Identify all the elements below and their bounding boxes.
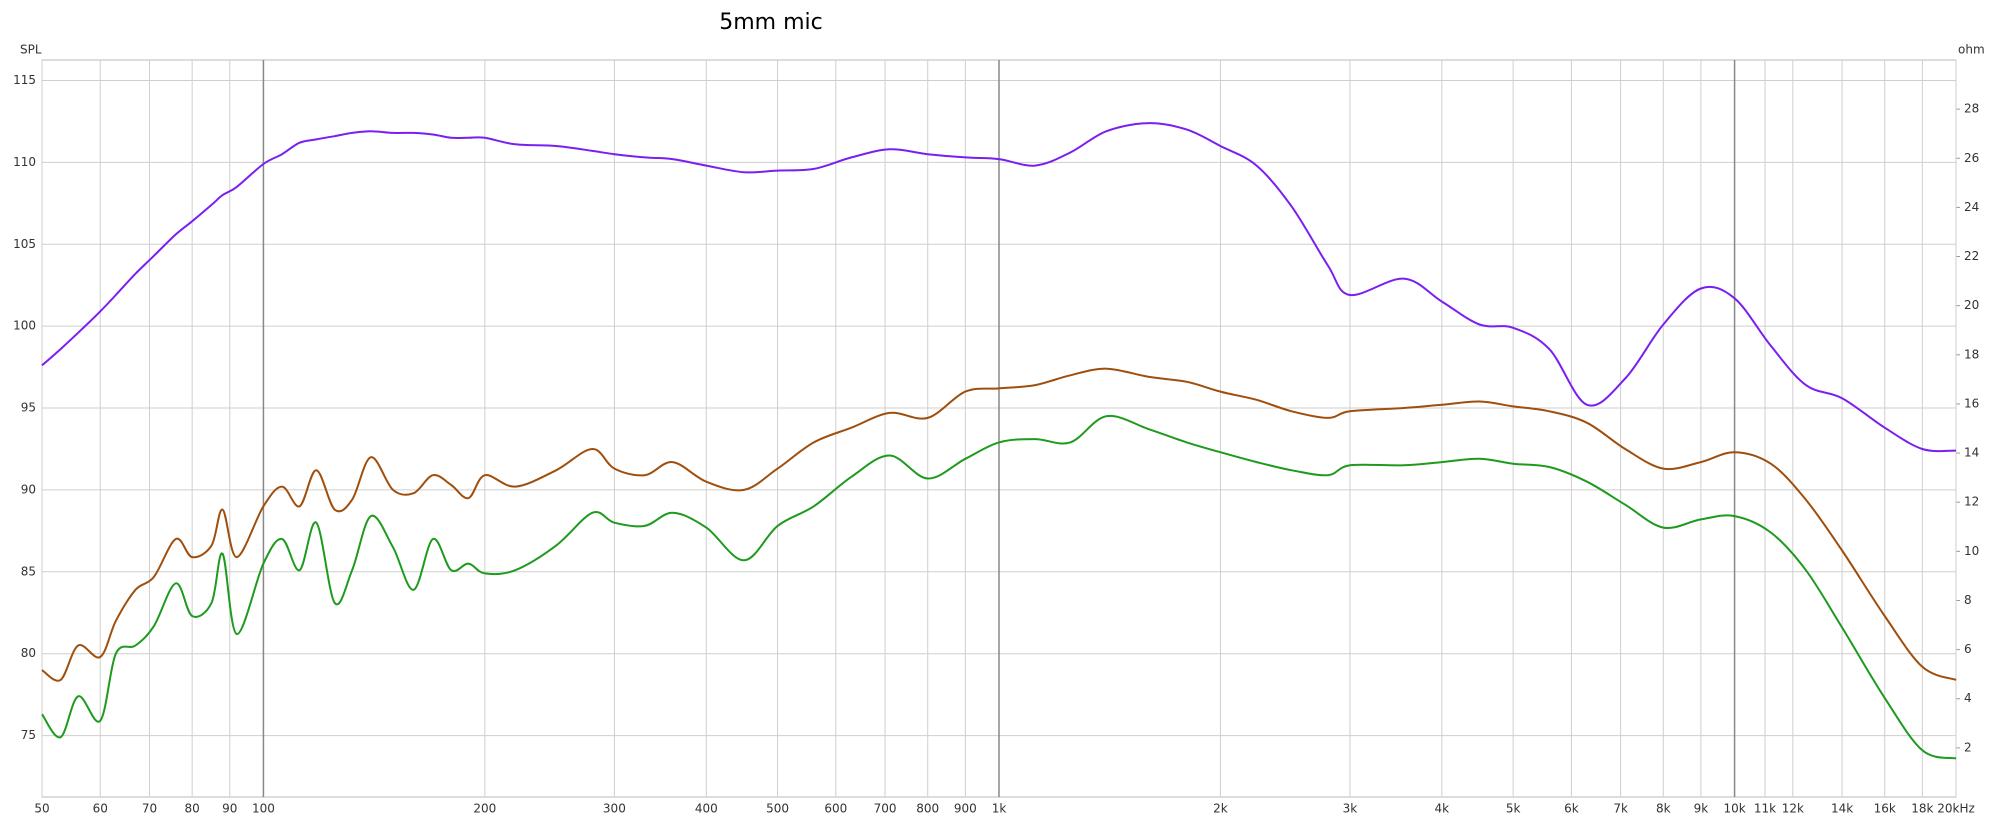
x-tick-label: 800 <box>916 802 939 816</box>
x-tick-label: 200 <box>473 802 496 816</box>
series-line <box>41 367 1957 682</box>
x-tick-label: 300 <box>603 802 626 816</box>
x-tick-label: 9k <box>1694 802 1709 816</box>
x-tick-label: 5k <box>1506 802 1521 816</box>
chart-title: 5mm mic <box>719 10 823 35</box>
x-tick-label: 18k <box>1911 802 1933 816</box>
y2-tick-label: 18 <box>1964 347 1979 361</box>
y2-axis-label: ohm <box>1958 43 1985 57</box>
x-tick-label: 500 <box>766 802 789 816</box>
x-tick-label: 16k <box>1874 802 1896 816</box>
x-tick-label: 20kHz <box>1937 802 1975 816</box>
y2-tick-label: 16 <box>1964 396 1979 410</box>
y2-tick-label: 14 <box>1964 446 1979 460</box>
y2-tick-label: 20 <box>1964 298 1979 312</box>
x-tick-label: 1k <box>992 802 1007 816</box>
y-tick-label: 90 <box>21 482 36 496</box>
x-tick-label: 400 <box>695 802 718 816</box>
y2-tick-label: 28 <box>1964 102 1979 116</box>
y2-tick-label: 10 <box>1964 544 1979 558</box>
y-tick-label: 80 <box>21 646 36 660</box>
x-tick-label: 2k <box>1213 802 1228 816</box>
y-tick-label: 75 <box>21 728 36 742</box>
series-line <box>41 414 1957 760</box>
x-tick-label: 12k <box>1782 802 1804 816</box>
x-tick-label: 90 <box>222 802 237 816</box>
x-tick-label: 50 <box>34 802 49 816</box>
x-tick-label: 11k <box>1754 802 1776 816</box>
x-tick-label: 100 <box>252 802 275 816</box>
x-tick-label: 70 <box>142 802 157 816</box>
x-tick-label: 80 <box>185 802 200 816</box>
y2-tick-label: 24 <box>1964 200 1979 214</box>
y2-tick-label: 26 <box>1964 151 1979 165</box>
y2-tick-label: 8 <box>1964 593 1972 607</box>
y-tick-label: 110 <box>13 155 36 169</box>
y-tick-label: 115 <box>13 73 36 87</box>
y2-tick-label: 22 <box>1964 249 1979 263</box>
x-tick-label: 14k <box>1831 802 1853 816</box>
x-tick-label: 700 <box>874 802 897 816</box>
y2-tick-label: 2 <box>1964 740 1972 754</box>
y-tick-label: 85 <box>21 564 36 578</box>
x-tick-label: 600 <box>824 802 847 816</box>
x-tick-label: 8k <box>1656 802 1671 816</box>
x-tick-label: 60 <box>93 802 108 816</box>
x-tick-label: 6k <box>1564 802 1579 816</box>
y-tick-label: 105 <box>13 237 36 251</box>
x-tick-label: 900 <box>954 802 977 816</box>
x-tick-label: 7k <box>1613 802 1628 816</box>
y2-tick-label: 12 <box>1964 495 1979 509</box>
x-tick-label: 10k <box>1723 802 1745 816</box>
y-tick-label: 95 <box>21 401 36 415</box>
y2-tick-label: 6 <box>1964 642 1972 656</box>
y-tick-label: 100 <box>13 319 36 333</box>
x-tick-label: 4k <box>1435 802 1450 816</box>
series-line <box>41 122 1957 453</box>
x-tick-label: 3k <box>1343 802 1358 816</box>
y-axis-label: SPL <box>20 43 42 57</box>
y2-tick-label: 4 <box>1964 691 1972 705</box>
